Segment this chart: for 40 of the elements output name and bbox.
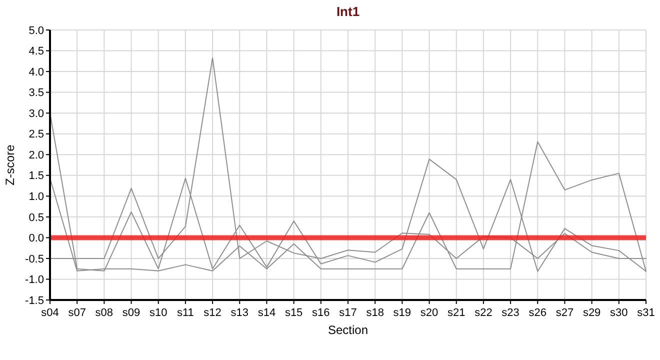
x-tick-label: s23 — [502, 307, 520, 319]
x-tick-label: s12 — [204, 307, 222, 319]
x-tick-label: s14 — [258, 307, 276, 319]
x-tick-label: s07 — [68, 307, 86, 319]
x-tick-label: s18 — [366, 307, 384, 319]
x-tick-label: s27 — [556, 307, 574, 319]
x-tick-label: s30 — [610, 307, 628, 319]
y-tick-label: 4.5 — [28, 46, 44, 58]
x-tick-label: s26 — [528, 307, 547, 319]
y-tick-label: 3.5 — [28, 87, 44, 100]
x-axis-title: Section — [328, 323, 368, 337]
x-tick-label: s19 — [393, 307, 412, 319]
x-tick-label: s15 — [284, 307, 303, 319]
x-tick-label: s09 — [122, 307, 140, 319]
y-tick-label: -1.0 — [25, 274, 44, 286]
x-tick-label: s31 — [637, 307, 655, 319]
x-tick-label: s16 — [312, 307, 330, 319]
y-tick-label: 1.0 — [28, 191, 44, 204]
y-tick-label: -0.5 — [25, 253, 44, 266]
x-tick-label: s10 — [149, 307, 168, 319]
y-tick-label: 2.0 — [28, 149, 44, 162]
y-tick-label: 0.5 — [28, 212, 44, 224]
y-axis-title: Z-score — [3, 144, 17, 186]
y-tick-label: 1.5 — [28, 170, 44, 182]
x-tick-label: s08 — [95, 307, 114, 319]
y-tick-label: 3.0 — [28, 108, 44, 120]
x-tick-label: s04 — [41, 307, 59, 319]
x-tick-label: s29 — [582, 307, 601, 319]
x-tick-label: s11 — [176, 307, 194, 319]
chart-title: Int1 — [336, 4, 360, 19]
y-tick-label: 5.0 — [28, 24, 44, 37]
x-tick-label: s21 — [447, 307, 466, 319]
x-tick-label: s13 — [230, 307, 249, 319]
x-tick-label: s20 — [420, 307, 438, 319]
x-tick-label: s22 — [474, 307, 492, 319]
y-tick-label: 4.0 — [28, 66, 44, 78]
y-tick-label: -1.5 — [25, 294, 44, 307]
y-tick-label: 0.0 — [28, 232, 44, 245]
y-tick-label: 2.5 — [28, 128, 44, 141]
x-tick-label: s17 — [339, 307, 357, 319]
